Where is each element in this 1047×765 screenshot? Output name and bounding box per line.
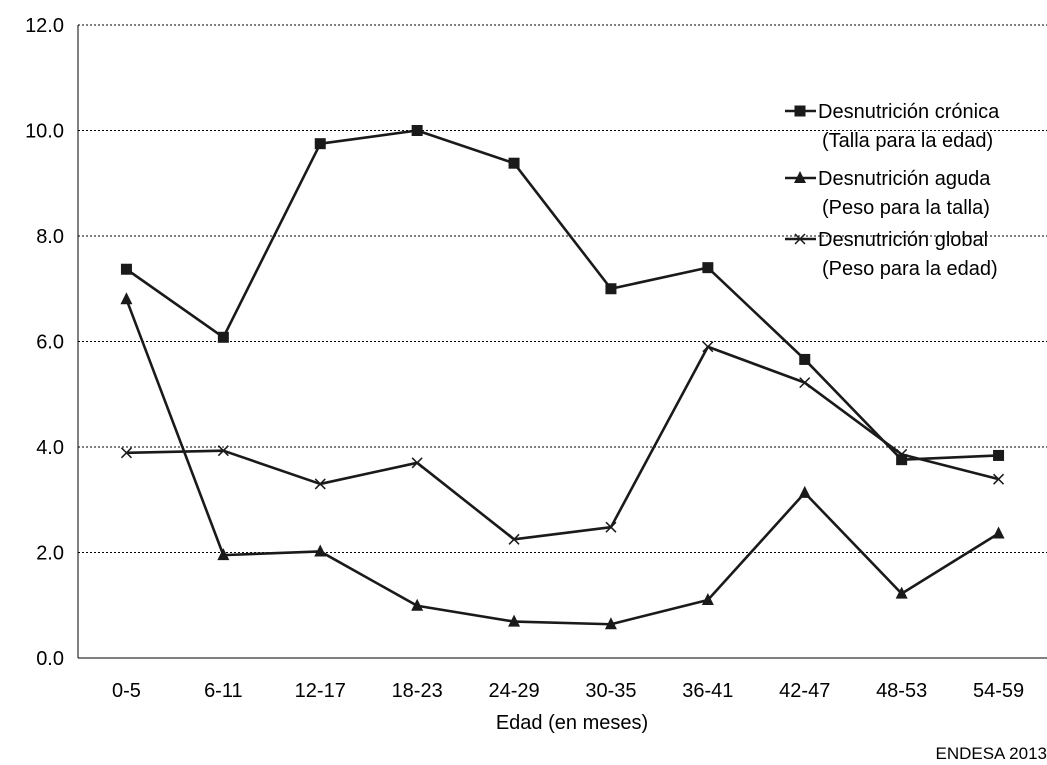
legend-label: Desnutrición aguda bbox=[818, 168, 991, 190]
y-tick-label: 2.0 bbox=[36, 543, 64, 565]
x-tick-label: 0-5 bbox=[112, 680, 141, 702]
data-point-square bbox=[799, 353, 811, 365]
data-point-triangle bbox=[604, 617, 617, 630]
x-tick-label: 18-23 bbox=[392, 680, 443, 702]
data-point-x bbox=[896, 448, 908, 460]
data-point-x bbox=[120, 447, 132, 459]
series-group bbox=[120, 125, 1005, 630]
data-point-x bbox=[993, 473, 1005, 485]
legend-label: (Talla para la edad) bbox=[822, 130, 993, 152]
legend-label: Desnutrición crónica bbox=[818, 101, 1000, 123]
y-tick-label: 10.0 bbox=[25, 121, 64, 143]
x-axis-ticks: 0-5 6-11 12-17 18-23 24-29 30-35 36-41 42-47 48-… bbox=[112, 680, 1024, 702]
x-tick-label: 30-35 bbox=[585, 680, 636, 702]
data-point-x bbox=[508, 533, 520, 545]
x-tick-label: 54-59 bbox=[973, 680, 1024, 702]
legend-item: Desnutrición global (Peso para la edad) bbox=[785, 229, 998, 280]
series-line bbox=[125, 129, 999, 461]
data-point-square bbox=[993, 449, 1005, 461]
x-axis-label: Edad (en meses) bbox=[496, 712, 648, 734]
data-point-square bbox=[411, 125, 423, 136]
y-tick-label: 4.0 bbox=[36, 437, 64, 459]
data-point-square bbox=[508, 157, 520, 169]
series-line bbox=[126, 345, 999, 541]
data-point-square bbox=[120, 263, 132, 275]
y-tick-label: 0.0 bbox=[36, 648, 64, 670]
legend-label: Desnutrición global bbox=[818, 229, 988, 251]
data-point-square bbox=[217, 331, 229, 343]
data-point-x bbox=[217, 445, 229, 457]
legend-marker-square bbox=[794, 105, 806, 117]
data-point-triangle bbox=[217, 548, 230, 561]
y-tick-label: 12.0 bbox=[25, 15, 64, 37]
legend-marker-x bbox=[794, 233, 806, 245]
axes bbox=[77, 25, 1047, 659]
x-tick-label: 6-11 bbox=[204, 680, 243, 702]
data-point-x bbox=[605, 521, 617, 533]
data-point-square bbox=[314, 138, 326, 150]
data-point-x bbox=[314, 478, 326, 490]
x-tick-label: 12-17 bbox=[295, 680, 346, 702]
data-point-triangle bbox=[701, 592, 714, 605]
legend-label: (Peso para la edad) bbox=[822, 258, 998, 280]
series-square bbox=[120, 125, 1005, 466]
gridlines bbox=[78, 24, 1047, 553]
legend-marker-triangle bbox=[794, 171, 806, 183]
data-point-triangle bbox=[314, 544, 327, 557]
data-point-x bbox=[799, 377, 811, 389]
data-point-x bbox=[702, 341, 714, 353]
legend-label: (Peso para la talla) bbox=[822, 197, 990, 219]
data-point-triangle bbox=[508, 614, 521, 627]
x-tick-label: 42-47 bbox=[779, 680, 830, 702]
x-tick-label: 36-41 bbox=[682, 680, 733, 702]
data-point-square bbox=[702, 262, 714, 274]
data-point-square bbox=[896, 454, 908, 466]
data-point-x bbox=[411, 457, 423, 469]
y-tick-label: 8.0 bbox=[36, 226, 64, 248]
data-point-triangle bbox=[411, 598, 424, 611]
series-x bbox=[120, 341, 1005, 545]
data-point-square bbox=[605, 283, 617, 295]
data-point-triangle bbox=[895, 586, 908, 599]
data-point-triangle bbox=[798, 485, 811, 498]
legend: Desnutrición crónica (Talla para la edad)… bbox=[785, 101, 1000, 280]
x-tick-label: 48-53 bbox=[876, 680, 927, 702]
data-point-triangle bbox=[120, 292, 133, 305]
legend-item: Desnutrición aguda (Peso para la talla) bbox=[785, 168, 991, 219]
data-point-triangle bbox=[992, 526, 1005, 539]
y-tick-label: 6.0 bbox=[36, 332, 64, 354]
x-tick-label: 24-29 bbox=[488, 680, 539, 702]
legend-item: Desnutrición crónica (Talla para la edad) bbox=[785, 101, 1000, 152]
series-line bbox=[125, 298, 1000, 626]
series-triangle bbox=[120, 292, 1005, 630]
y-axis-ticks: 0.0 2.0 4.0 6.0 8.0 10.0 12.0 bbox=[25, 15, 64, 670]
source-note: ENDESA 2013 bbox=[935, 744, 1047, 763]
